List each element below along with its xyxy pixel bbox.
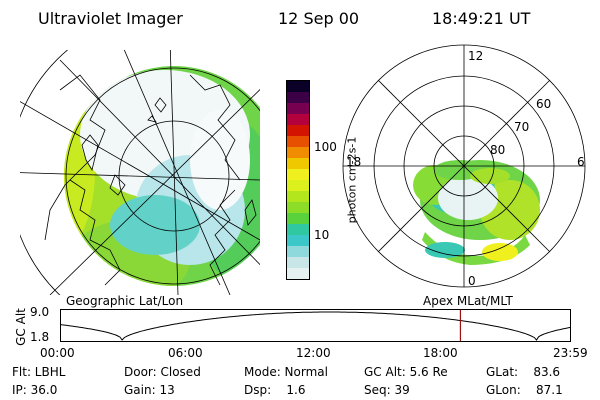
geographic-map — [20, 50, 260, 295]
gain-readout: Gain: 13 — [124, 383, 175, 397]
filter-readout: Flt: LBHL — [12, 365, 66, 379]
mlat-label-60: 60 — [536, 97, 551, 111]
time-tick-1: 06:00 — [168, 346, 203, 360]
colorbar — [286, 80, 310, 280]
door-readout: Door: Closed — [124, 365, 201, 379]
colorbar-band — [287, 213, 309, 224]
mode-readout: Mode: Normal — [244, 365, 328, 379]
seq-readout: Seq: 39 — [364, 383, 410, 397]
time-tick-4: 23:59 — [553, 346, 588, 360]
mlt-label-12: 12 — [468, 49, 483, 63]
uv-image — [64, 66, 260, 286]
colorbar-band — [287, 268, 309, 279]
time-tick-0: 00:00 — [40, 346, 75, 360]
altitude-ymax: 9.0 — [30, 305, 50, 319]
coastlines — [44, 74, 257, 286]
colorbar-band — [287, 235, 309, 246]
colorbar-band — [287, 257, 309, 268]
colorbar-band — [287, 136, 309, 147]
mlat-label-80: 80 — [490, 143, 505, 157]
mlat-label-70: 70 — [514, 120, 529, 134]
colorbar-band — [287, 180, 309, 191]
altitude-plot — [60, 309, 571, 342]
glat-readout: GLat: 83.6 — [486, 365, 561, 379]
colorbar-tick-100: 100 — [314, 140, 337, 154]
colorbar-band — [287, 191, 309, 202]
date-label: 12 Sep 00 — [278, 9, 360, 28]
geographic-grid — [20, 50, 260, 295]
mlt-label-6: 6 — [577, 155, 585, 169]
mlt-label-18: 18 — [346, 155, 361, 169]
time-tick-2: 12:00 — [296, 346, 331, 360]
auroral-oval — [413, 160, 540, 265]
colorbar-band — [287, 169, 309, 180]
altitude-ymin: 1.8 — [30, 330, 50, 344]
gc-alt-readout: GC Alt: 5.6 Re — [364, 365, 448, 379]
mlt-label-0: 0 — [468, 274, 476, 288]
glon-readout: GLon: 87.1 — [486, 383, 563, 397]
colorbar-band — [287, 92, 309, 103]
colorbar-band — [287, 103, 309, 114]
altitude-axis-label: GC Alt — [14, 308, 28, 346]
time-label: 18:49:21 UT — [432, 9, 531, 28]
colorbar-band — [287, 224, 309, 235]
colorbar-band — [287, 125, 309, 136]
ip-readout: IP: 36.0 — [12, 383, 58, 397]
colorbar-band — [287, 158, 309, 169]
altitude-curve — [60, 311, 571, 341]
dsp-readout: Dsp: 1.6 — [244, 383, 306, 397]
colorbar-band — [287, 81, 309, 92]
time-tick-3: 18:00 — [423, 346, 458, 360]
colorbar-band — [287, 202, 309, 213]
apex-polar-plot: 12 18 6 0 60 70 80 — [342, 44, 586, 288]
right-map-caption: Apex MLat/MLT — [423, 294, 513, 308]
left-map-caption: Geographic Lat/Lon — [66, 294, 184, 308]
instrument-title: Ultraviolet Imager — [38, 9, 183, 28]
colorbar-band — [287, 246, 309, 257]
colorbar-tick-10: 10 — [314, 228, 330, 242]
colorbar-band — [287, 147, 309, 158]
colorbar-band — [287, 114, 309, 125]
polar-grid — [342, 44, 586, 288]
